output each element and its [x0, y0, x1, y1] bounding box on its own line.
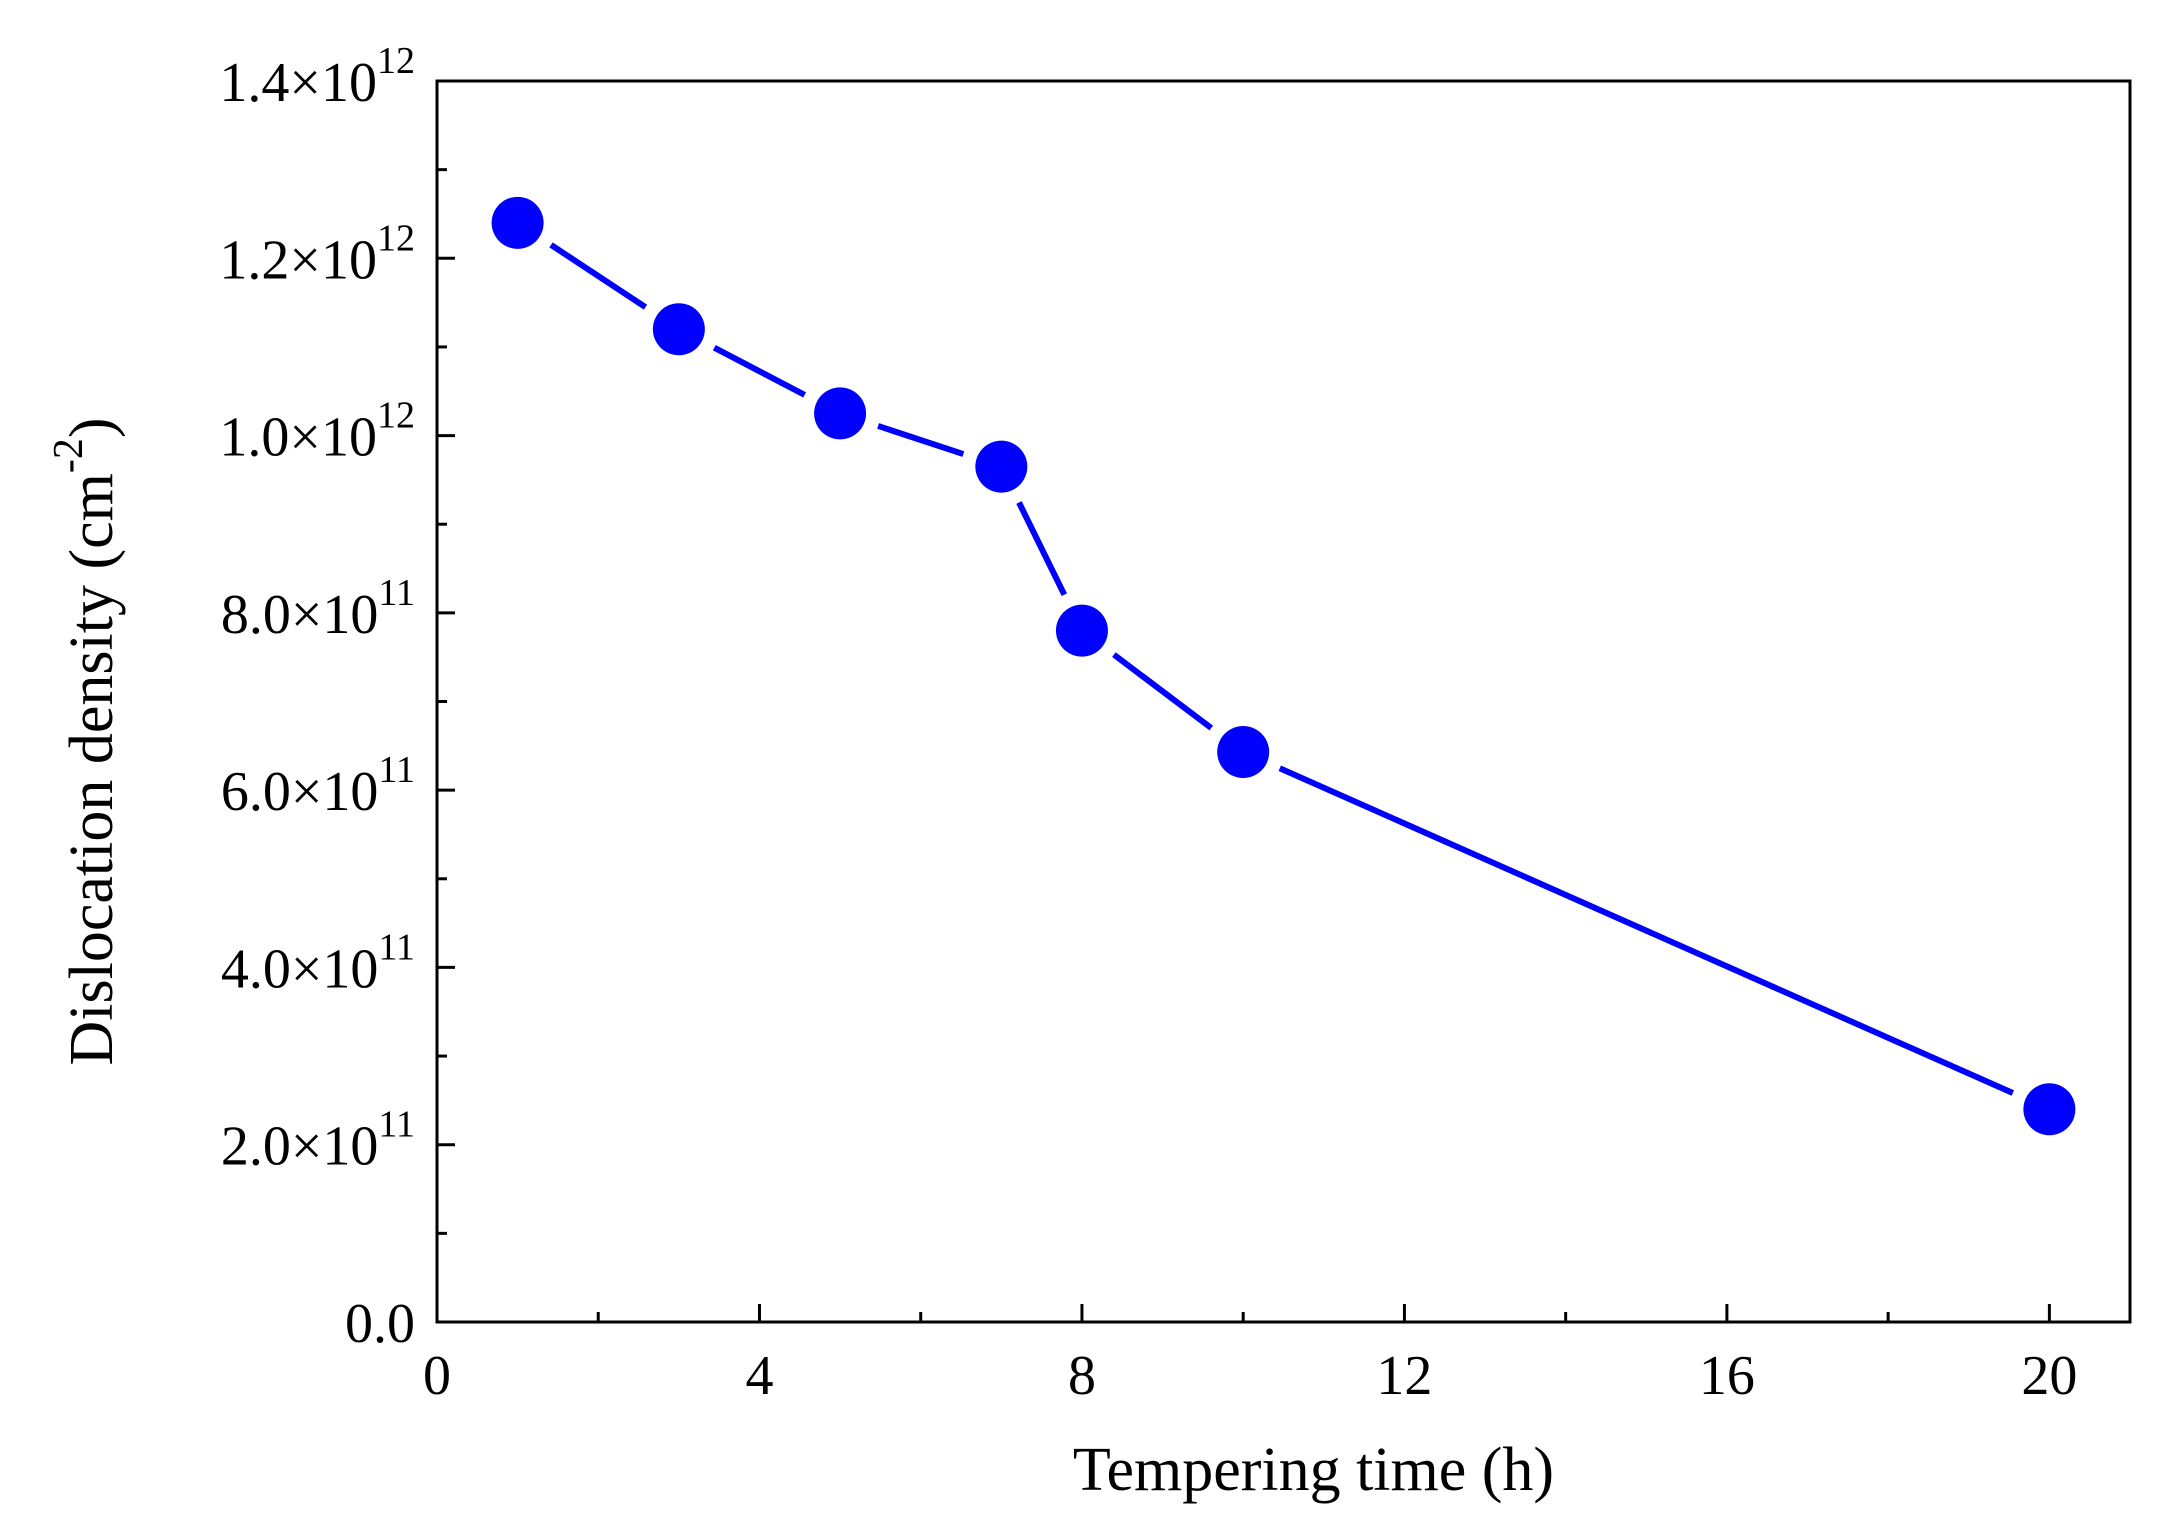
x-tick-label: 12 [1376, 1345, 1432, 1407]
y-axis-title-text: Dislocation density (cm-2) [46, 418, 126, 1066]
data-point [1217, 726, 1270, 779]
x-tick-label: 20 [2021, 1345, 2077, 1407]
y-tick-label: 2.0×1011 [221, 1104, 415, 1178]
y-tick-label: 8.0×1011 [221, 572, 415, 646]
series-line-segment [877, 423, 965, 457]
data-point [2023, 1083, 2076, 1136]
series-line-segment [1278, 765, 2015, 1096]
y-axis-title: Dislocation density (cm-2) [46, 418, 126, 1066]
x-axis: 0 4 8 12 16 20 [423, 1304, 2077, 1407]
y-axis: 0.0 2.0×1011 4.0×1011 6.0×1011 8.0×1011 1.0×1… [219, 40, 455, 1355]
plot-frame [435, 79, 2132, 1324]
data-point [491, 196, 544, 249]
y-tick-label: 0.0 [345, 1293, 415, 1355]
y-tick-label: 1.2×1012 [219, 217, 415, 291]
x-tick-label: 16 [1699, 1345, 1755, 1407]
y-tick-label: 6.0×1011 [221, 749, 415, 823]
data-point [652, 303, 705, 356]
data-point [975, 440, 1028, 493]
data-point [1055, 604, 1108, 657]
series-line-segment [549, 242, 648, 310]
series-line-segment [1112, 652, 1214, 731]
x-tick-label: 8 [1068, 1345, 1096, 1407]
series-line-segment [1016, 501, 1067, 597]
x-axis-title: Tempering time (h) [1073, 1436, 1554, 1504]
y-tick-label: 4.0×1011 [221, 926, 415, 1000]
series-line-segment [712, 345, 807, 398]
x-tick-label: 4 [745, 1345, 773, 1407]
data-point [814, 387, 867, 440]
y-tick-label: 1.0×1012 [219, 395, 415, 469]
x-tick-label: 0 [423, 1345, 451, 1407]
y-tick-label: 1.4×1012 [219, 40, 415, 114]
